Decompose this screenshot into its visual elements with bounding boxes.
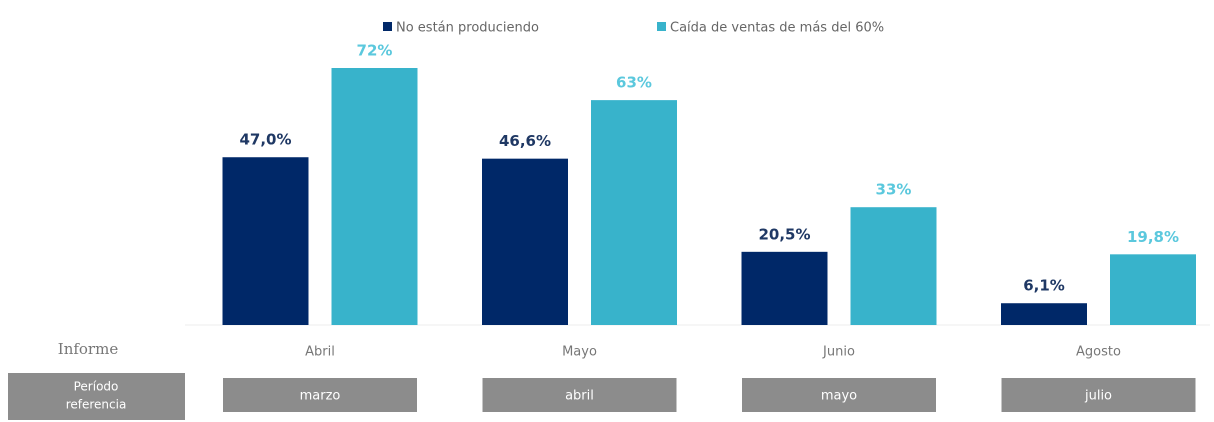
legend-swatch [383, 22, 392, 31]
legend-label: Caída de ventas de más del 60% [670, 21, 884, 36]
value-label: 72% [357, 42, 393, 60]
period-header: Período [74, 380, 119, 394]
period-header: referencia [66, 398, 127, 412]
value-label: 46,6% [499, 132, 551, 150]
period-box [1001, 378, 1196, 412]
x-tick-label: Agosto [1076, 345, 1121, 360]
bar [850, 207, 937, 325]
period-box [223, 378, 417, 412]
period-label: marzo [300, 389, 341, 404]
bar [591, 100, 677, 325]
period-header-box [8, 373, 185, 420]
legend-label: No están produciendo [396, 21, 539, 36]
period-box [742, 378, 936, 412]
bar [1001, 303, 1087, 325]
bar [222, 157, 309, 325]
period-label: julio [1084, 389, 1112, 404]
period-box [482, 378, 677, 412]
bar [331, 68, 418, 325]
bar [1110, 254, 1196, 325]
period-label: abril [565, 389, 594, 404]
value-label: 20,5% [758, 225, 810, 243]
period-label: mayo [821, 389, 857, 404]
value-label: 63% [616, 74, 652, 92]
value-label: 19,8% [1127, 228, 1179, 246]
x-tick-label: Mayo [562, 345, 597, 360]
value-label: 33% [876, 181, 912, 199]
legend-swatch [657, 22, 666, 31]
value-label: 6,1% [1023, 277, 1065, 295]
x-tick-label: Abril [305, 345, 335, 360]
x-tick-label: Junio [822, 345, 855, 360]
bar [741, 251, 828, 325]
row-label: Informe [58, 340, 119, 358]
bar [482, 158, 568, 325]
value-label: 47,0% [239, 131, 291, 149]
